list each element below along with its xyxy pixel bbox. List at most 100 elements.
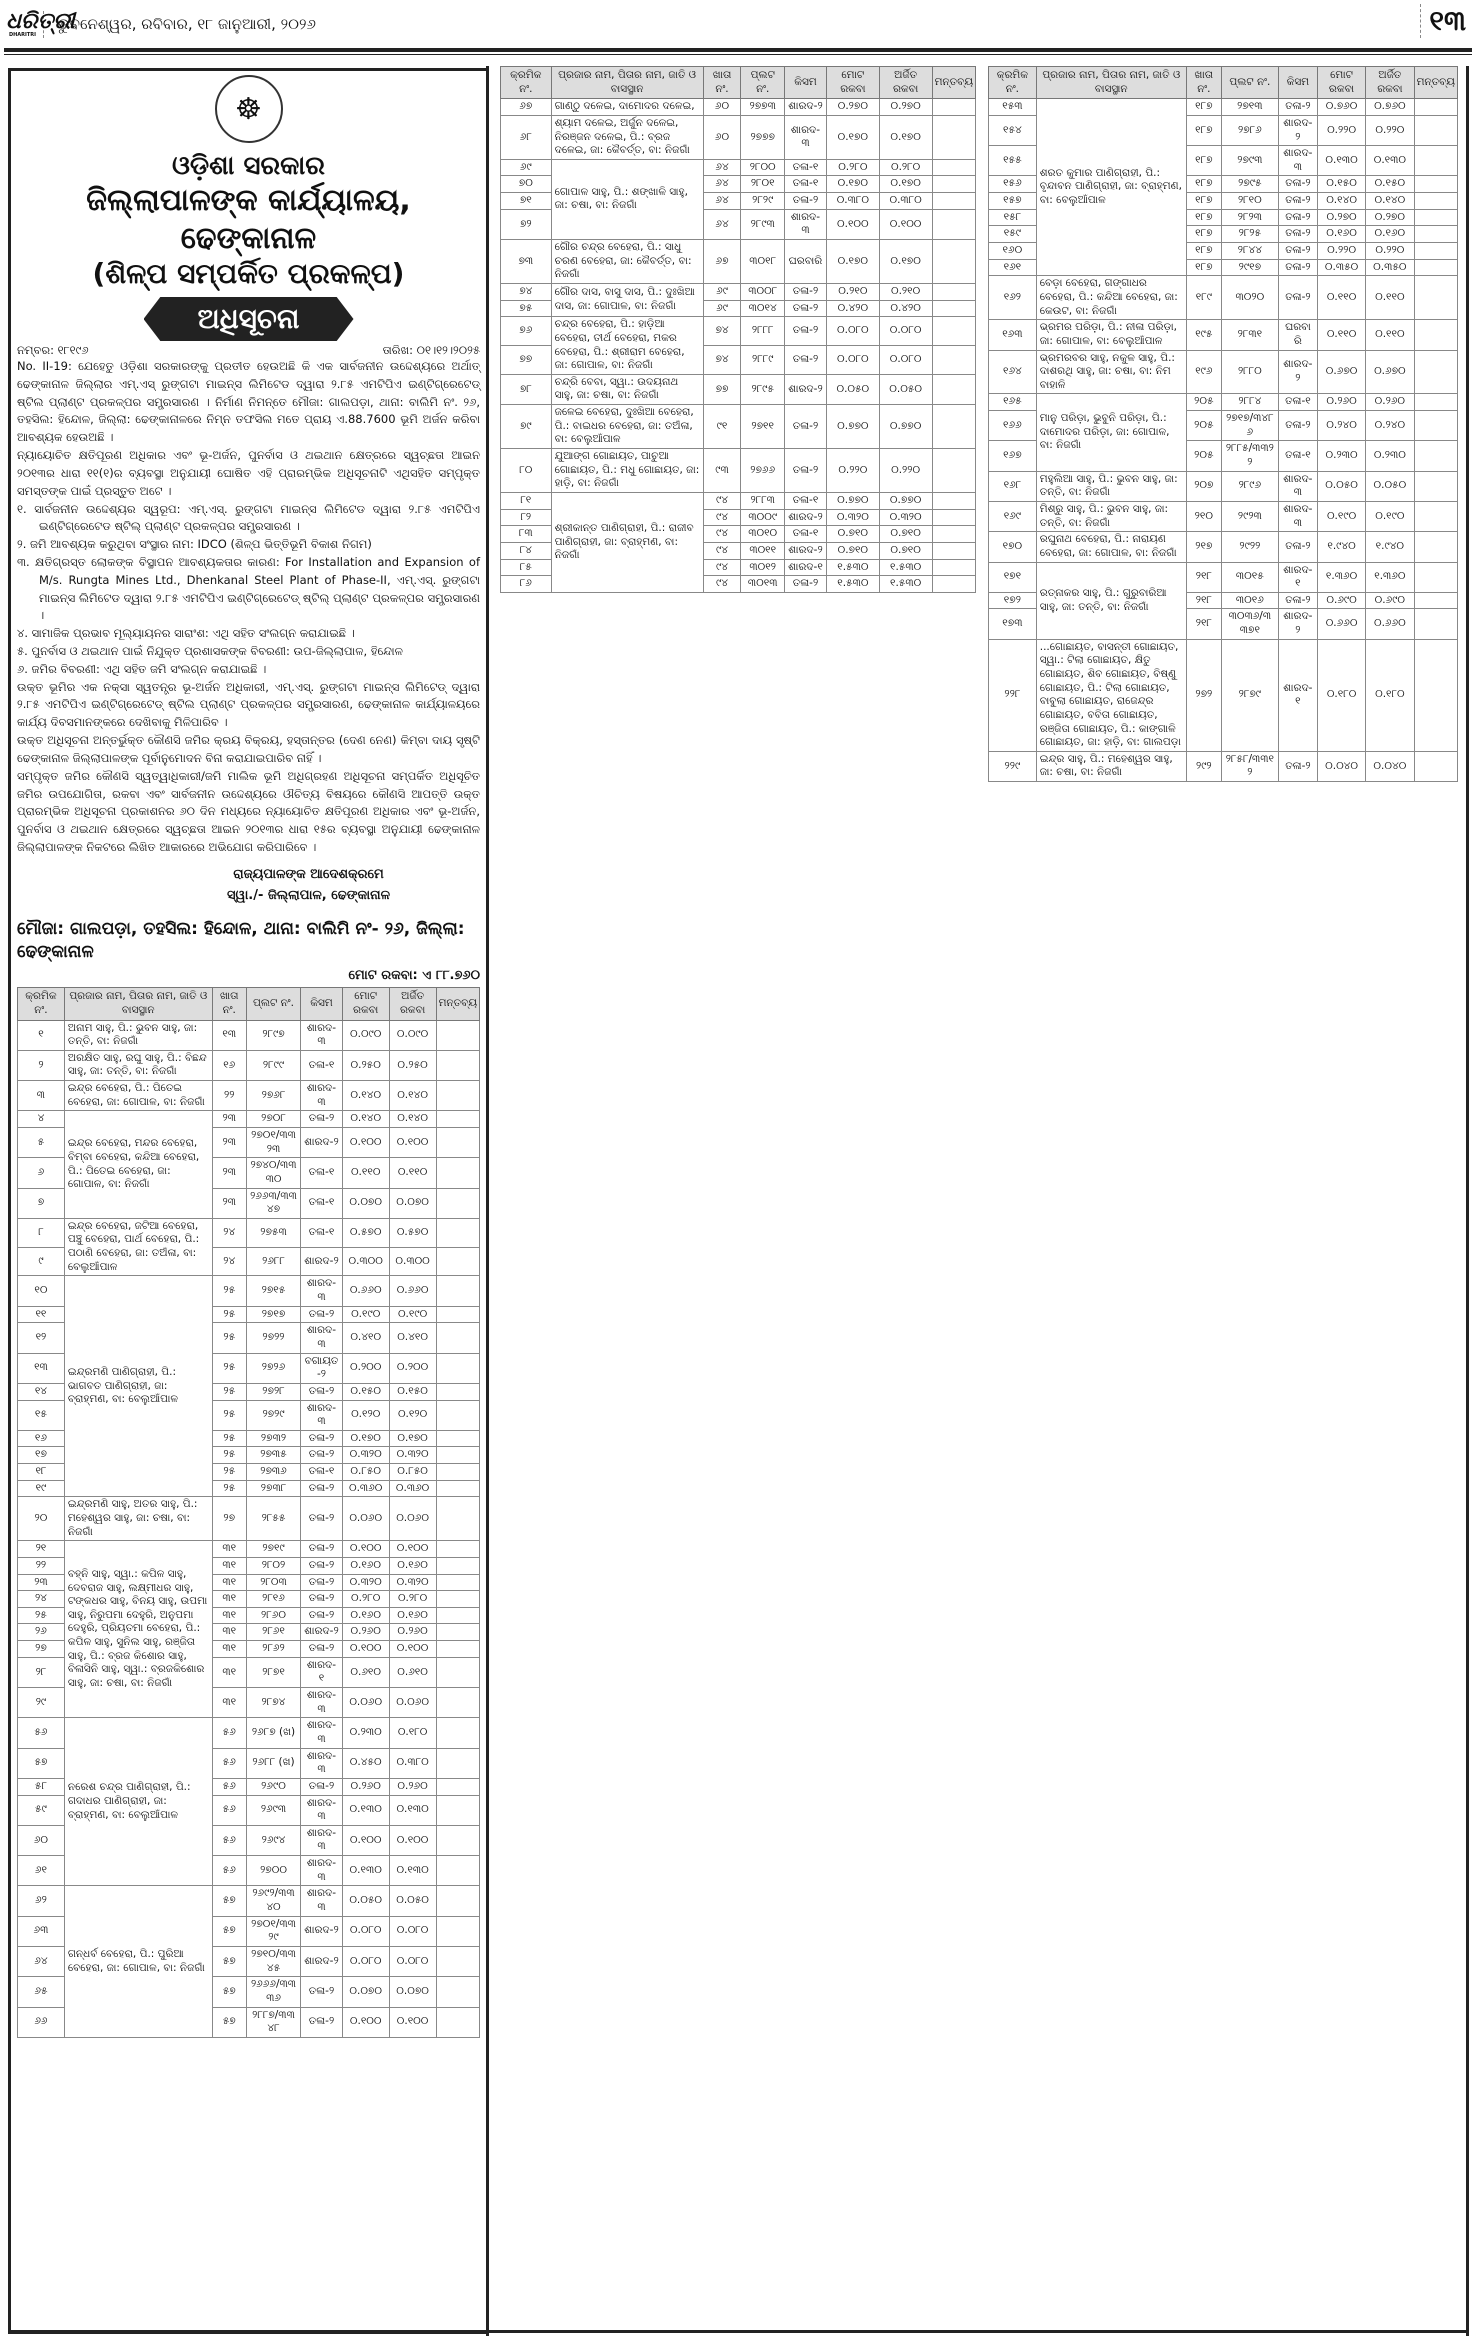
serial-cell: ୫ — [17, 1126, 65, 1159]
serial-cell: ୧୮ — [17, 1463, 65, 1481]
khata-cell: ୬୪ — [702, 208, 742, 241]
remarks-cell — [1413, 440, 1459, 472]
total-area-cell: ୦.୧୭୦ — [825, 239, 880, 284]
kisam-cell: ଶାରଦ-୩ — [300, 1275, 343, 1307]
acquired-area-cell: ୦.୧୬୦ — [388, 1606, 437, 1625]
paragraph: No. II-19: ଯେହେତୁ ଓଡ଼ିଶା ସରକାରଙ୍କୁ ପ୍ରତୀ… — [17, 359, 480, 445]
plot-cell: ୨୭୨୬ — [245, 1352, 302, 1384]
kisam-cell: ଶାରଦ-୨ — [783, 541, 827, 560]
total-area-cell: ୦.୦୮୦ — [341, 1915, 390, 1947]
total-area-cell: ୦.୨୭୦ — [1316, 208, 1367, 227]
remarks-cell — [1413, 500, 1459, 533]
newspaper-logo: ଧରିତ୍ରୀ DHARITRI — [6, 10, 75, 38]
khata-cell: ୫୬ — [211, 1747, 247, 1779]
remarks-cell — [931, 541, 977, 560]
owner-cell: ବହ୍ନି ସାହୁ, ସ୍ୱା.: କପିଳ ସାହୁ, ଦେବରାଜ ସାହ… — [63, 1540, 213, 1719]
acquired-area-cell: ୦.୨୭୦ — [878, 98, 933, 116]
khata-cell: ୬୦ — [702, 98, 742, 116]
serial-cell: ୧୧ — [17, 1305, 65, 1324]
acquired-area-cell: ୦.୧୮୦ — [388, 1717, 437, 1749]
serial-cell: ୭୪ — [500, 282, 552, 301]
khata-cell: ୫୭ — [211, 1976, 247, 2008]
khata-cell: ୨୫ — [211, 1352, 247, 1384]
acquired-area-cell: ୦.୨୨୦ — [1365, 242, 1415, 260]
khata-cell: ୨୪ — [211, 1246, 247, 1277]
plot-cell: ୨୮୯୩ — [740, 208, 785, 241]
plot-cell: ୨୭୩୨ — [245, 1429, 302, 1448]
serial-cell: ୧୭୦ — [988, 531, 1037, 563]
notice-subtitle: (ଶିଳ୍ପ ସମ୍ପର୍କିତ ପ୍ରକଳ୍ପ) — [92, 257, 405, 290]
serial-cell: ୧୭୩ — [988, 608, 1037, 640]
serial-cell: ୧୫୭ — [988, 192, 1037, 210]
acquired-area-cell: ୦.୨୩୦ — [1365, 440, 1415, 472]
masthead: ଧରିତ୍ରୀ DHARITRI ଭୁବନେଶ୍ୱର, ରବିବାର, ୧୮ ଜା… — [0, 0, 1476, 48]
table-row: ୧୭୩ ୨୧୮ ୩୦୩୬/୩୩୭୧ ଶାରଦ-୨ ୦.୬୬୦ ୦.୬୬୦ — [988, 608, 1459, 640]
khata-cell: ୯୪ — [702, 575, 742, 593]
kisam-cell: ତଳା-୧ — [783, 525, 827, 543]
remarks-cell — [435, 1110, 481, 1128]
kisam-cell: ଶାରଦ-୧ — [783, 558, 827, 577]
plot-cell: ୨୬୮୭ (ଖ) — [245, 1717, 302, 1749]
signature-line: ସ୍ୱା./- ଜିଲ୍ଲାପାଳ, ଢେଙ୍କାନାଳ — [227, 887, 390, 903]
table-row: ୬୮ ଶ୍ୟାମ ଦଳେଇ, ଅର୍ଜୁନ ଦଳେଇ, ନିରଞ୍ଜନ ଦଳେଇ,… — [500, 114, 977, 160]
khata-cell: ୬୭ — [702, 239, 742, 284]
kisam-cell: ତଳା-୨ — [783, 575, 827, 593]
serial-cell: ୨୦ — [17, 1496, 65, 1542]
serial-cell: ୮ — [17, 1217, 65, 1248]
owner-cell: ଅନାମ ସାହୁ, ପି.: ଭୁବନ ସାହୁ, ଜା: ତନ୍ତି, ବା… — [63, 1019, 213, 1051]
total-area-cell: ୦.୧୧୦ — [341, 1157, 390, 1189]
khata-cell: ୯୪ — [702, 508, 742, 527]
acquired-area-cell: ୦.୧୭୦ — [878, 239, 933, 284]
kisam-cell: ତଳା-୨ — [300, 1606, 343, 1625]
acquired-area-cell: ୦.୬୬୦ — [1365, 608, 1415, 640]
remarks-cell — [435, 1556, 481, 1575]
owner-cell: ଇନ୍ଦ୍ରମଣି ସାହୁ, ଅତର ସାହୁ, ପି.: ମହେଶ୍ୱର ସ… — [63, 1496, 213, 1542]
total-area: ମୋଟ ରକବା: ଏ ୮୮.୭୬୦ — [348, 968, 480, 984]
list-item: ୫. ପୁନର୍ବାସ ଓ ଥଇଥାନ ପାଇଁ ନିଯୁକ୍ତ ପ୍ରଶାସକ… — [17, 644, 403, 658]
plot-cell: ୨୭୦୮ — [245, 1110, 302, 1128]
table-row: ୬୨ ଗନ୍ଧର୍ବ ବେହେରା, ପି.: ପୁରିଆ ବେହେରା, ଜା:… — [17, 1885, 481, 2038]
kisam-cell: ତଳା-୨ — [300, 1556, 343, 1575]
kisam-cell: ଶାରଦ-୨ — [783, 373, 827, 406]
total-area-cell: ୧.୯୪୦ — [1316, 531, 1367, 563]
kisam-cell: ତଳା-୨ — [300, 1590, 343, 1608]
khata-cell: ୫୬ — [211, 1717, 247, 1749]
khata-cell: ୧୮୭ — [1185, 98, 1222, 116]
total-area-cell: ୦.୧୪୦ — [341, 1110, 390, 1128]
acquired-area-cell: ୦.୧୦୦ — [388, 1824, 437, 1857]
serial-cell: ୧୬୬ — [988, 410, 1037, 442]
total-area-cell: ୧.୫୩୦ — [825, 558, 880, 577]
serial-cell: ୨ — [17, 1049, 65, 1082]
serial-cell: ୮୦ — [500, 448, 552, 493]
total-area-cell: ୦.୦୮୦ — [341, 1945, 390, 1978]
acquired-area-cell: ୦.୧୦୦ — [388, 2006, 437, 2038]
remarks-cell — [931, 558, 977, 577]
kisam-cell: ତଳା-୨ — [1277, 208, 1318, 227]
plot-cell: ୩୦୧୦ — [740, 525, 785, 543]
khata-cell: ୨୧୦ — [1185, 500, 1222, 533]
khata-cell: ୫୬ — [211, 1794, 247, 1826]
serial-cell: ୭୬ — [500, 316, 552, 347]
kisam-cell: ଶାରଦ-୧ — [1277, 561, 1318, 593]
table-row: ୬୫ ୫୭ ୨୬୬୬/୩୩୩୬ ତଳା-୨ ୦.୦୭୦ ୦.୦୭୦ — [17, 1976, 481, 2008]
kisam-cell: ତଳା-୨ — [1277, 591, 1318, 610]
plot-cell: ୨୮୬୨ — [245, 1640, 302, 1658]
khata-cell: ୧୮୭ — [1185, 145, 1222, 177]
khata-cell: ୬୯ — [702, 299, 742, 318]
total-area-cell: ୦.୪୫୦ — [341, 1747, 390, 1779]
acquired-area-cell: ୦.୧୦୦ — [388, 1126, 437, 1159]
acquired-area-cell: ୦.୩୮୦ — [878, 192, 933, 210]
kisam-cell: ତଳା-୧ — [783, 158, 827, 177]
total-area-cell: ୦.୪୧୦ — [341, 1322, 390, 1354]
table-row: ୧୫୪ ୧୮୭ ୨୭୮୬ ଶାରଦ-୨ ୦.୨୨୦ ୦.୨୨୦ — [988, 114, 1459, 147]
acquired-area-cell: ୦.୪୨୦ — [878, 299, 933, 318]
column-header: ମନ୍ତବ୍ୟ — [435, 987, 481, 1021]
total-area-cell: ୦.୬୯୦ — [1316, 591, 1367, 610]
column-header: ଅର୍ଜିତ ରକବା — [878, 65, 933, 100]
kisam-cell: ଶାରଦ-୨ — [783, 508, 827, 527]
column-border — [1466, 66, 1469, 2336]
kisam-cell: ତଳା-୨ — [1277, 410, 1318, 442]
serial-cell: ୯ — [17, 1246, 65, 1277]
column-header: ମୋଟ ରକବା — [825, 65, 880, 100]
total-area-cell: ୦.୨୮୦ — [341, 1590, 390, 1608]
